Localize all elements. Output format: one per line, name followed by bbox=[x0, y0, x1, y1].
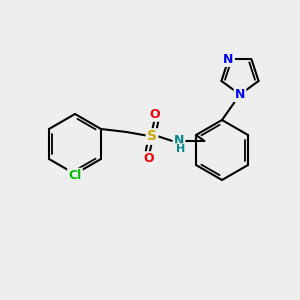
Text: O: O bbox=[150, 107, 160, 121]
Text: S: S bbox=[147, 130, 157, 143]
Text: Cl: Cl bbox=[68, 169, 82, 182]
Text: N: N bbox=[174, 134, 184, 148]
Text: H: H bbox=[176, 144, 185, 154]
Text: N: N bbox=[224, 53, 234, 66]
Text: N: N bbox=[235, 88, 245, 101]
Text: O: O bbox=[144, 152, 154, 166]
